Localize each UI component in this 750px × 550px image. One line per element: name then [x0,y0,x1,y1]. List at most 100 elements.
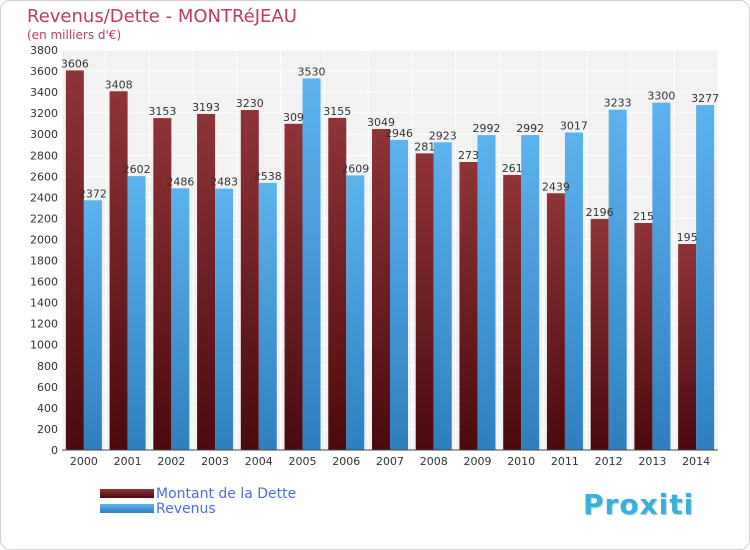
data-label: 3233 [604,97,632,110]
data-label: 3530 [298,65,326,78]
y-tick-label: 3200 [30,107,58,120]
legend-item-revenue: Revenus [100,500,296,517]
y-tick-label: 3600 [30,65,58,78]
y-tick-label: 2200 [30,212,58,225]
data-label: 2486 [166,175,194,188]
y-tick-label: 600 [37,381,58,394]
data-label: 3193 [192,101,220,114]
y-tick-label: 800 [37,360,58,373]
bar-debt [372,129,390,451]
bar-debt [415,153,434,451]
bar-debt [328,117,347,450]
data-label: 195 [677,231,698,244]
proxiti-logo: Proxiti [583,488,695,521]
bar-revenue [564,132,583,450]
x-tick-label: 2004 [245,455,273,468]
bar-debt [284,123,303,450]
data-label: 3153 [148,105,176,118]
data-label: 261 [502,162,523,175]
y-tick-label: 2800 [30,149,58,162]
bar-revenue [652,102,671,450]
data-label: 2196 [586,206,614,219]
bar-revenue [171,188,190,450]
legend-label-revenue: Revenus [156,500,216,517]
x-tick-label: 2006 [332,455,360,468]
chart-title: Revenus/Dette - MONTRéJEAU [27,6,297,27]
bar-debt [109,91,128,451]
bar-revenue [521,135,540,451]
y-tick-label: 2600 [30,170,58,183]
data-label: 3230 [236,97,264,110]
data-label: 2372 [79,187,107,200]
y-tick-label: 1800 [30,255,58,268]
y-tick-label: 2000 [30,233,58,246]
bar-revenue [83,200,102,450]
bar-debt [590,218,609,450]
data-label: 2602 [123,163,151,176]
y-tick-label: 200 [37,423,58,436]
x-tick-label: 2001 [114,455,142,468]
data-label: 2439 [542,180,570,193]
data-label: 2609 [341,162,369,175]
x-tick-label: 2010 [507,455,535,468]
y-tick-label: 3000 [30,128,58,141]
bar-revenue [477,135,496,451]
x-tick-label: 2011 [551,455,579,468]
data-label: 309 [283,111,304,124]
x-tick-label: 2000 [70,455,98,468]
y-tick-label: 0 [51,444,58,457]
bar-debt [678,244,697,450]
data-label: 281 [414,140,435,153]
x-tick-label: 2012 [595,455,623,468]
bar-revenue [258,182,277,450]
x-tick-label: 2014 [682,455,710,468]
data-label: 215 [633,210,654,223]
y-tick-label: 2400 [30,191,58,204]
legend-item-debt: Montant de la Dette [100,485,297,502]
bar-debt [197,113,216,450]
y-tick-label: 1600 [30,276,58,289]
data-label: 3277 [691,92,719,105]
data-label: 2992 [472,122,500,135]
data-label: 3300 [647,90,675,103]
bar-revenue [390,139,408,451]
x-tick-label: 2002 [157,455,185,468]
data-labels: 3606 2372 3408 2602 3153 2486 3193 2483 3230 2538… [61,57,719,244]
x-tick-label: 2007 [376,455,404,468]
legend-swatch-revenue [100,504,154,513]
axis-ticks: 0 200 400 600 800 1000 1200 1400 1600 1800 2000 220… [30,44,718,468]
y-tick-label: 1400 [30,297,58,310]
bar-revenue [215,188,234,450]
y-tick-label: 3400 [30,86,58,99]
bar-debt [546,193,565,450]
data-label: 2946 [385,127,413,140]
bar-debt [240,110,259,450]
data-label: 2483 [210,176,238,189]
legend-label-debt: Montant de la Dette [156,485,297,502]
bars [65,70,715,451]
data-label: 3606 [61,57,89,70]
legend-swatch-debt [100,489,154,498]
bar-debt [459,162,478,450]
data-label: 3049 [367,116,395,129]
bar-revenue [433,142,452,450]
bar-revenue [127,176,146,450]
bar-revenue [608,109,627,451]
bar-revenue [302,78,321,450]
data-label: 3408 [105,78,133,91]
bar-debt [153,118,172,451]
bar-debt [634,222,653,450]
bar-debt [65,70,84,450]
legend: Montant de la Dette Revenus [100,485,297,517]
chart-subtitle: (en milliers d'€) [27,28,122,42]
x-tick-label: 2008 [420,455,448,468]
bar-revenue [696,105,715,450]
bar-debt [503,174,522,450]
bar-revenue [346,175,365,451]
data-label: 273 [458,149,479,162]
data-label: 3155 [323,105,351,118]
data-label: 2992 [516,122,544,135]
data-label: 2538 [254,170,282,183]
y-tick-label: 3800 [30,44,58,57]
